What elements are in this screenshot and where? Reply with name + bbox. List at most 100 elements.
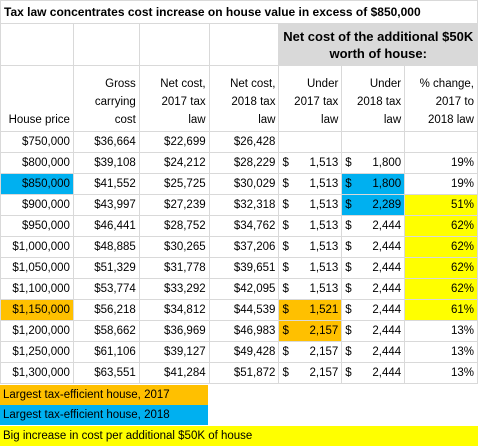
cell-net2017: $30,265 [138,236,210,258]
column-header: Under 2017 tax law [278,65,343,132]
cell-gross: $41,552 [72,173,140,195]
cell-net2017: $22,699 [138,131,210,153]
tax-cost-table: Tax law concentrates cost increase on ho… [0,0,478,384]
cell-u2018: $1,800 [341,152,406,174]
cell-value: 2,444 [372,283,402,295]
currency-symbol: $ [282,346,289,358]
cell-value: 1,513 [309,241,339,253]
cell-net2018: $32,318 [208,194,280,216]
cell-u2018: $2,444 [341,362,406,384]
cell-value: 2,157 [309,367,339,379]
cell-gross: $58,662 [72,320,140,342]
currency-symbol: $ [282,199,289,211]
cell-value: 2,444 [372,304,402,316]
cell-pct: 19% [404,173,478,195]
cell-net2017: $24,212 [138,152,210,174]
cell-pct: 62% [404,215,478,237]
cell-u2017: $2,157 [278,362,343,384]
cell-u2018 [341,131,406,153]
cell-price: $800,000 [0,152,74,174]
cell-value: 1,513 [309,283,339,295]
cell-price: $1,100,000 [0,278,74,300]
cell-value: 1,513 [309,199,339,211]
cell-u2018: $2,444 [341,257,406,279]
cell-value: 2,157 [309,346,339,358]
table-title: Tax law concentrates cost increase on ho… [0,0,478,24]
cell-price: $750,000 [0,131,74,153]
cell-gross: $56,218 [72,299,140,321]
cell-net2017: $39,127 [138,341,210,363]
cell-net2018: $44,539 [208,299,280,321]
currency-symbol: $ [345,325,352,337]
cell-pct: 13% [404,320,478,342]
legend-item: Big increase in cost per additional $50K… [0,426,478,446]
cell-gross: $61,106 [72,341,140,363]
table-row: $1,200,000 $58,662 $36,969 $46,983 $2,157 $2,… [0,320,478,342]
cell-pct: 61% [404,299,478,321]
cell-value: 2,289 [372,199,402,211]
cell-u2018: $2,444 [341,299,406,321]
cell-value: 1,800 [372,157,402,169]
currency-symbol: $ [282,367,289,379]
title-row: Tax law concentrates cost increase on ho… [0,0,478,24]
cell-net2017: $25,725 [138,173,210,195]
currency-symbol: $ [345,346,352,358]
column-header: Net cost, 2017 tax law [138,65,210,132]
cell-gross: $63,551 [72,362,140,384]
currency-symbol: $ [282,304,289,316]
legend-item: Largest tax-efficient house, 2018 [0,405,208,425]
cell-price: $1,250,000 [0,341,74,363]
cell-value: 2,444 [372,325,402,337]
cell-u2017: $1,513 [278,215,343,237]
cell-pct [404,131,478,153]
column-header: House price [0,65,74,132]
cell-pct: 51% [404,194,478,216]
cell-net2018: $42,095 [208,278,280,300]
cell-net2017: $41,284 [138,362,210,384]
cell-value: 1,800 [372,178,402,190]
cell-price: $900,000 [0,194,74,216]
cell-pct: 62% [404,278,478,300]
cell-u2018: $2,444 [341,215,406,237]
currency-symbol: $ [282,241,289,253]
cell-u2017: $1,521 [278,299,343,321]
cell-value: 2,444 [372,367,402,379]
cell-price: $850,000 [0,173,74,195]
table-row: $750,000 $36,664 $22,699 $26,428 [0,131,478,153]
currency-symbol: $ [345,178,352,190]
table-row: $1,300,000 $63,551 $41,284 $51,872 $2,157 $2,… [0,362,478,384]
cell-price: $1,300,000 [0,362,74,384]
cell-price: $1,200,000 [0,320,74,342]
cell-gross: $36,664 [72,131,140,153]
cell-u2018: $2,444 [341,341,406,363]
cell-gross: $39,108 [72,152,140,174]
cell-price: $1,150,000 [0,299,74,321]
table-row: $850,000 $41,552 $25,725 $30,029 $1,513 $1,80… [0,173,478,195]
cell-gross: $51,329 [72,257,140,279]
cell-value: 2,444 [372,346,402,358]
currency-symbol: $ [345,220,352,232]
column-header-row: House price Gross carrying cost Net cost… [0,65,478,132]
cell-net2018: $30,029 [208,173,280,195]
cell-value: 1,513 [309,157,339,169]
cell-price: $1,050,000 [0,257,74,279]
cell-gross: $43,997 [72,194,140,216]
cell-price: $1,000,000 [0,236,74,258]
cell-u2017: $1,513 [278,194,343,216]
cell-u2017: $1,513 [278,236,343,258]
cell-pct: 13% [404,362,478,384]
cell-value: 1,513 [309,262,339,274]
cell-u2017: $2,157 [278,341,343,363]
cell-net2017: $31,778 [138,257,210,279]
cell-pct: 19% [404,152,478,174]
cell-u2017 [278,131,343,153]
currency-symbol: $ [282,325,289,337]
cell-u2018: $2,444 [341,236,406,258]
cell-value: 1,513 [309,178,339,190]
currency-symbol: $ [345,367,352,379]
legend-item: Largest tax-efficient house, 2017 [0,385,208,405]
table-row: $950,000 $46,441 $28,752 $34,762 $1,513 $2,44… [0,215,478,237]
cell-u2017: $1,513 [278,152,343,174]
cell-net2017: $33,292 [138,278,210,300]
cell-net2018: $26,428 [208,131,280,153]
